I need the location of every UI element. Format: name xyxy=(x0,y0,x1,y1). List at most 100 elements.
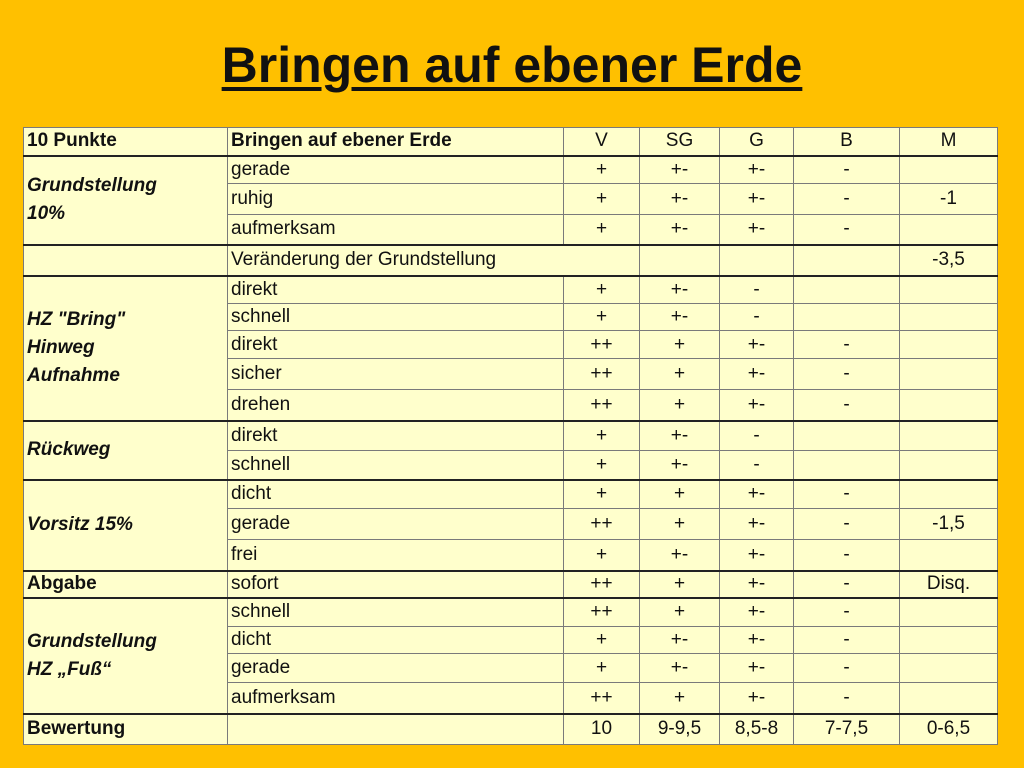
cell-b: - xyxy=(793,154,900,184)
cell-g: +- xyxy=(719,653,794,683)
group-label-line: HZ „Fuß“ xyxy=(27,658,112,680)
criterion-label: Veränderung der Grundstellung xyxy=(227,243,640,276)
cell-m xyxy=(899,274,998,304)
criterion-label: sicher xyxy=(227,358,564,390)
group-abgabe: Abgabe xyxy=(23,569,228,598)
criterion-label: direkt xyxy=(227,274,564,304)
criterion-label: ruhig xyxy=(227,183,564,215)
cell-m: -1,5 xyxy=(899,508,998,540)
footer-empty xyxy=(227,712,564,745)
cell-v: + xyxy=(563,154,640,184)
cell-g: +- xyxy=(719,154,794,184)
cell-v: + xyxy=(563,450,640,480)
cell-b: - xyxy=(793,330,900,359)
cell-sg xyxy=(639,243,720,276)
table-row: schnell + +- - xyxy=(24,450,998,480)
cell-m xyxy=(899,389,998,421)
cell-sg: + xyxy=(639,389,720,421)
cell-sg: +- xyxy=(639,626,720,654)
cell-g: +- xyxy=(719,539,794,571)
criterion-label: schnell xyxy=(227,450,564,480)
cell-g: +- xyxy=(719,358,794,390)
cell-m: Disq. xyxy=(899,569,998,598)
header-b: B xyxy=(793,127,900,156)
cell-g: +- xyxy=(719,478,794,509)
criterion-label: frei xyxy=(227,539,564,571)
cell-m: -1 xyxy=(899,183,998,215)
scoring-table: 10 Punkte Bringen auf ebener Erde V SG G B M Gr… xyxy=(23,127,998,745)
footer-sg: 9-9,5 xyxy=(639,712,720,745)
cell-v: ++ xyxy=(563,682,640,714)
group-label-line: Abgabe xyxy=(27,573,97,594)
header-exercise: Bringen auf ebener Erde xyxy=(227,127,564,156)
cell-v: + xyxy=(563,419,640,451)
group-grundstellung: Grundstellung 10% xyxy=(23,154,228,245)
cell-b: - xyxy=(793,389,900,421)
cell-b: - xyxy=(793,569,900,598)
cell-b xyxy=(793,419,900,451)
cell-m xyxy=(899,682,998,714)
cell-m xyxy=(899,653,998,683)
table-row: aufmerksam ++ + +- - xyxy=(24,682,998,714)
cell-b: - xyxy=(793,358,900,390)
table-row: Grundstellung 10% gerade + +- +- - xyxy=(23,154,998,245)
table-row: Rückweg direkt + + - - xyxy=(23,419,998,480)
footer-m: 0-6,5 xyxy=(899,712,998,745)
cell-g: - xyxy=(719,450,794,480)
cell-g: +- xyxy=(719,682,794,714)
cell-b: - xyxy=(793,183,900,215)
cell-b: - xyxy=(793,478,900,509)
group-empty xyxy=(23,243,228,276)
criterion-label: aufmerksam xyxy=(227,214,564,245)
cell-b xyxy=(793,450,900,480)
cell-v: + xyxy=(563,539,640,571)
cell-sg: + xyxy=(639,330,720,359)
cell-v: ++ xyxy=(563,569,640,598)
cell-v: ++ xyxy=(563,508,640,540)
cell-b: - xyxy=(793,508,900,540)
cell-sg: + xyxy=(639,569,720,598)
criterion-label: gerade xyxy=(227,154,564,184)
cell-sg: +- xyxy=(639,303,720,331)
group-label-line: Grundstellung xyxy=(27,175,157,196)
cell-b: - xyxy=(793,214,900,245)
header-m: M xyxy=(899,127,998,156)
table-row: Veränderung der Grundstellung -3,5 xyxy=(23,243,998,276)
cell-g: - xyxy=(719,419,794,451)
cell-v: + xyxy=(563,214,640,245)
cell-g: +- xyxy=(719,508,794,540)
cell-v: + xyxy=(563,653,640,683)
cell-g: - xyxy=(719,303,794,331)
cell-m: -3,5 xyxy=(899,243,998,276)
cell-m xyxy=(899,596,998,627)
table-row: gerade ++ + +- - -1,5 xyxy=(24,508,998,540)
cell-v: + xyxy=(563,303,640,331)
table-row: HZ "Bring" Hinweg Aufnahme direkt + +- - xyxy=(23,274,998,421)
cell-m xyxy=(899,214,998,245)
cell-m xyxy=(899,303,998,331)
criterion-label: direkt xyxy=(227,419,564,451)
cell-sg: +- xyxy=(639,214,720,245)
group-rueckweg: Rückweg xyxy=(23,419,228,480)
cell-g: +- xyxy=(719,214,794,245)
cell-g: +- xyxy=(719,569,794,598)
cell-sg: + xyxy=(639,682,720,714)
cell-m xyxy=(899,358,998,390)
cell-m xyxy=(899,450,998,480)
header-row: 10 Punkte Bringen auf ebener Erde V SG G B M xyxy=(23,127,998,156)
group-hz-bring: HZ "Bring" Hinweg Aufnahme xyxy=(23,274,228,421)
table-row: frei + +- +- - xyxy=(24,539,998,571)
criterion-label: direkt xyxy=(227,330,564,359)
group-label-line: Aufnahme xyxy=(27,365,120,386)
cell-b xyxy=(793,243,900,276)
cell-sg: + xyxy=(639,596,720,627)
cell-v: + xyxy=(563,183,640,215)
cell-b xyxy=(793,274,900,304)
cell-m xyxy=(899,626,998,654)
cell-m xyxy=(899,478,998,509)
cell-v: ++ xyxy=(563,596,640,627)
criterion-label: sofort xyxy=(227,569,564,598)
criterion-label: drehen xyxy=(227,389,564,421)
footer-g: 8,5-8 xyxy=(719,712,794,745)
cell-b: - xyxy=(793,539,900,571)
